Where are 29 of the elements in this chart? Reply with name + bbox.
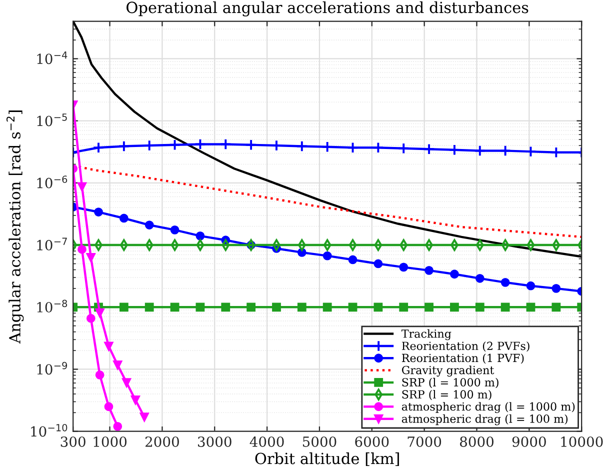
- x-tick-label: 6000: [355, 436, 389, 447]
- y-tick-label: 10$^{−8}$: [37, 300, 68, 312]
- y-axis-title: Angular acceleration [rad s$^{−2}$]: [6, 110, 24, 344]
- chart-title: Operational angular accelerations and disturbances: [126, 1, 528, 16]
- y-tick-label: 10$^{−7}$: [37, 238, 67, 250]
- y-tick-label: 10$^{−10}$: [31, 424, 68, 437]
- y-tick-label: 10$^{−9}$: [37, 362, 68, 375]
- legend-label: Reorientation (1 PVF): [402, 354, 524, 364]
- x-tick-label: 8000: [460, 436, 494, 447]
- x-tick-label: 9000: [512, 436, 546, 447]
- x-axis-title: Orbit altitude [km]: [255, 452, 399, 466]
- legend-label: Reorientation (2 PVFs): [402, 341, 530, 352]
- x-tick-label: 5000: [302, 436, 336, 447]
- legend-label: atmospheric drag (l = 100 m): [402, 414, 568, 426]
- legend-label: atmospheric drag (l = 1000 m): [402, 402, 575, 413]
- x-tick-label: 300: [60, 436, 86, 447]
- y-tick-label: 10$^{−5}$: [37, 114, 67, 126]
- y-tick-label: 10$^{−6}$: [37, 176, 68, 188]
- x-tick-label: 1000: [94, 436, 127, 447]
- legend-label: Gravity gradient: [402, 366, 494, 377]
- x-tick-label: 4000: [250, 436, 284, 447]
- x-tick-label: 3000: [198, 436, 232, 447]
- y-tick-label: 10$^{−4}$: [37, 51, 68, 64]
- legend-label: SRP (l = 100 m): [402, 390, 492, 400]
- legend-label: Tracking: [401, 329, 452, 340]
- x-tick-label: 2000: [145, 436, 179, 447]
- x-tick-label: 7000: [408, 436, 442, 447]
- legend-label: SRP (l = 1000 m): [402, 378, 498, 388]
- x-tick-label: 10000: [561, 436, 603, 447]
